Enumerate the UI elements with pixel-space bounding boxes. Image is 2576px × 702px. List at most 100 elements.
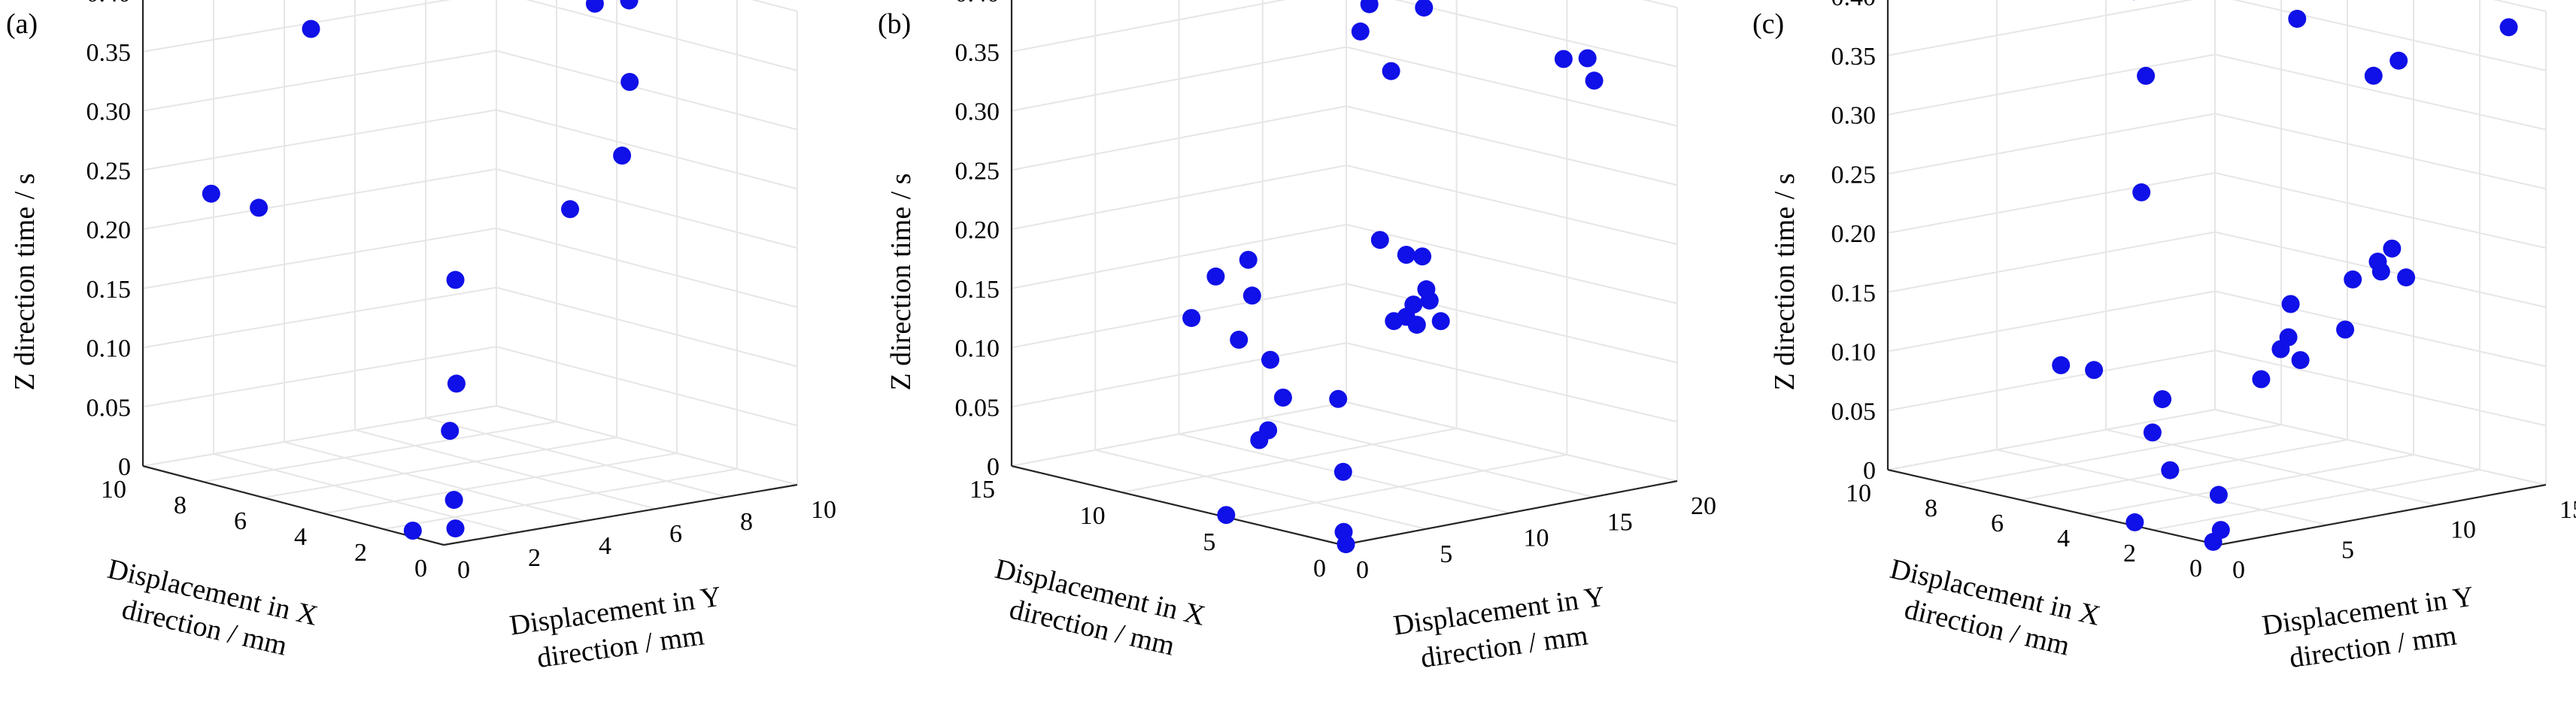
scatter-point (620, 0, 639, 10)
z-tick-label: 0.15 (86, 276, 132, 304)
y-tick-label: 20 (1691, 492, 1716, 520)
scatter-point (1585, 71, 1604, 90)
wall-gridline-z (2214, 53, 2547, 131)
wall-gridline-z (1011, 0, 1287, 53)
y-tick-label: 15 (2559, 496, 2576, 524)
z-tick-label: 0.05 (86, 394, 132, 422)
scatter-point (441, 422, 460, 440)
wall-gridline-z (2214, 409, 2547, 486)
x-axis-line (142, 464, 445, 546)
scatter-point (2291, 351, 2310, 370)
x-tick-label: 2 (2123, 540, 2136, 567)
wall-gridline-z (142, 227, 497, 289)
z-tick-label: 0.25 (955, 157, 1000, 185)
x-tick-label: 10 (1080, 502, 1106, 530)
scatter-point (202, 184, 220, 203)
scatter-point (613, 147, 632, 165)
scatter-point (2364, 66, 2383, 85)
scatter-point (2383, 239, 2402, 258)
scatter-point (1404, 295, 1423, 314)
panel-label: (a) (6, 8, 38, 40)
y-tick-label: 10 (2450, 516, 2476, 544)
scatter-point (1230, 331, 1249, 349)
scatter-point (1407, 316, 1426, 334)
wall-gridline-z (496, 405, 798, 486)
z-tick-label: 0.10 (955, 335, 1000, 363)
scatter-point (1239, 250, 1258, 269)
scatter-point (561, 200, 579, 219)
x-tick-label: 5 (1203, 528, 1215, 556)
scatter-point (2252, 370, 2271, 389)
y-tick-label: 6 (669, 520, 682, 548)
wall-gridline-z (2214, 349, 2547, 427)
scatter-point (447, 374, 466, 393)
z-axis-label: Z direction time / s (1769, 173, 1801, 390)
wall-gridline-z (1011, 165, 1347, 230)
z-tick-label: 0.25 (86, 157, 132, 185)
panel-label: (c) (1752, 8, 1784, 40)
wall-gridline-z (496, 168, 798, 249)
scatter-point (1329, 389, 1348, 408)
wall-gridline-z (142, 109, 497, 171)
wall-gridline-z (1346, 165, 1678, 245)
scatter-point (2132, 183, 2151, 201)
scatter-point (1370, 231, 1389, 250)
scatter-point (1217, 506, 1236, 525)
wall-gridline-z (2232, 0, 2547, 71)
wall-gridline-z (1642, 0, 1678, 8)
scatter-point (2125, 513, 2144, 531)
scatter-point (1431, 312, 1450, 331)
wall-gridline-z (751, 0, 798, 12)
y-tick-label: 0 (457, 556, 470, 584)
scatter-point (2279, 328, 2298, 346)
scatter-point (1273, 389, 1292, 407)
wall-gridline-z (1011, 342, 1347, 408)
y-tick-label: 0 (1356, 556, 1369, 584)
x-axis-line (1887, 468, 2219, 546)
panel-c: 024681005101500.050.100.150.200.250.300.… (1752, 0, 2576, 674)
x-tick-label: 0 (1313, 555, 1326, 582)
x-tick-label: 8 (174, 492, 187, 519)
scatter-point (2288, 10, 2307, 28)
scatter-point (2143, 423, 2162, 442)
z-tick-label: 0.05 (955, 394, 1000, 422)
scatter-point (1397, 246, 1415, 264)
wall-gridline-z (142, 0, 451, 53)
y-tick-label: 10 (1524, 525, 1549, 552)
x-tick-label: 8 (1925, 495, 1937, 522)
x-tick-label: 10 (101, 476, 126, 504)
wall-gridline-z (1346, 105, 1678, 186)
z-tick-label: 0.30 (955, 98, 1000, 126)
y-tick-label: 8 (740, 508, 753, 536)
scatter-point (1334, 462, 1352, 481)
floor-gridline-x (1953, 424, 2282, 486)
scatter-point (2344, 270, 2362, 289)
wall-gridline-z (496, 50, 798, 131)
x-tick-label: 6 (234, 507, 247, 535)
scatter-point (1242, 286, 1261, 305)
z-tick-label: 0.35 (955, 39, 1000, 67)
scatter-point (2281, 295, 2300, 313)
floor-gridline-x (2019, 439, 2348, 501)
scatter-point (445, 491, 463, 510)
scatter-point (2397, 268, 2416, 287)
x-tick-label: 6 (1991, 510, 2004, 537)
y-tick-label: 10 (811, 496, 836, 524)
scatter-point (1259, 421, 1278, 440)
z-axis-label: Z direction time / s (885, 173, 917, 390)
x-tick-label: 0 (2189, 555, 2202, 582)
y-axis-line (1342, 480, 1678, 546)
scatter-point (1360, 0, 1379, 14)
wall-gridline-z (1011, 223, 1347, 289)
y-tick-label: 2 (528, 544, 541, 572)
floor-gridline-x (2086, 454, 2414, 516)
floor-gridline-y (1262, 417, 1594, 498)
z-tick-label: 0.30 (1831, 102, 1877, 130)
y-tick-label: 5 (1440, 540, 1452, 568)
wall-gridline-z (1011, 401, 1347, 467)
floor-gridline-y (284, 441, 586, 522)
